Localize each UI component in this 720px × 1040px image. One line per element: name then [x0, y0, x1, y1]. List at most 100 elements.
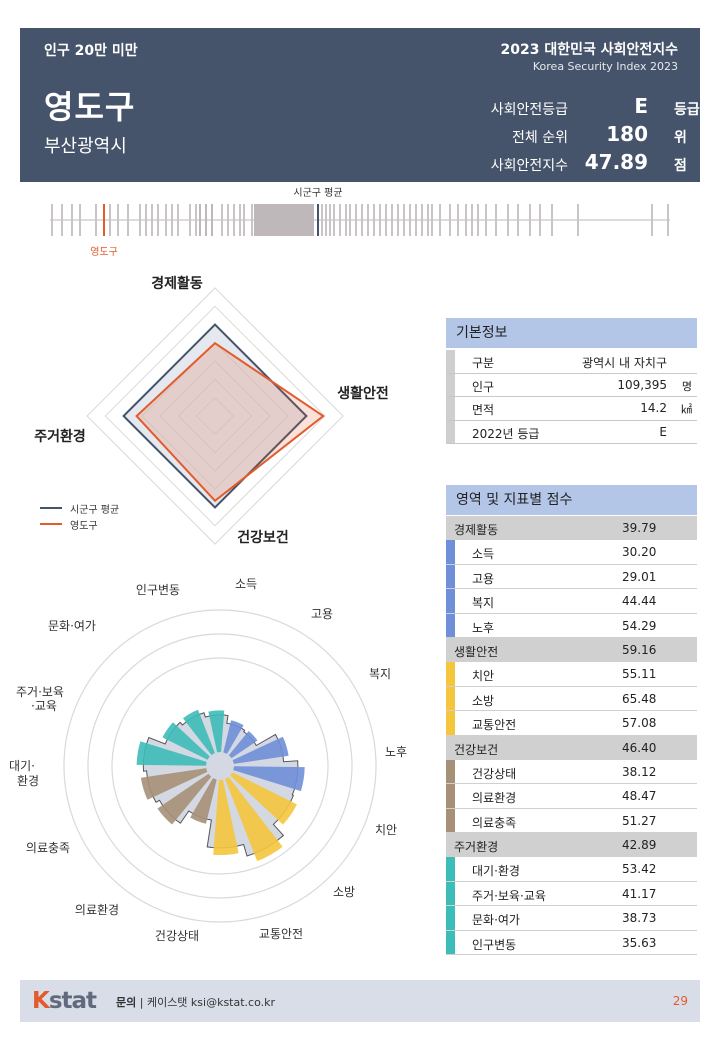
indicator-score-row: 교통안전 57.08 — [446, 711, 697, 736]
grade-row: 사회안전등급 E 등급 — [420, 94, 700, 120]
polar-bar — [223, 720, 244, 754]
indicator-score: 41.17 — [622, 886, 657, 901]
radar-axis-label: 주거환경 — [34, 428, 86, 445]
average-label: 시군구 평균 — [293, 187, 342, 199]
domain-score-row: 주거환경 42.89 — [446, 833, 697, 858]
polar-category-label: 치안 — [375, 823, 397, 837]
basic-info-value: 109,395 — [617, 377, 667, 392]
basic-info-row: 인구 109,395 명 — [446, 373, 697, 397]
indicator-name: 소득 — [472, 547, 495, 562]
domain-score: 42.89 — [622, 838, 657, 853]
polar-bars — [136, 709, 305, 862]
indicator-score: 65.48 — [622, 691, 657, 706]
legend-item-region: 영도구 — [40, 516, 119, 532]
basic-info-value: E — [659, 424, 667, 439]
grade-value: E — [634, 94, 648, 118]
domain-color-bar — [446, 930, 455, 955]
indicator-name: 소방 — [472, 693, 495, 708]
legend-item-average: 시군구 평균 — [40, 500, 119, 516]
polar-bar — [213, 779, 239, 856]
basic-info-unit: 명 — [681, 379, 692, 393]
polar-bar — [228, 731, 258, 759]
indicator-score: 55.11 — [622, 667, 657, 682]
index-row: 사회안전지수 47.89 점 — [420, 150, 690, 176]
domain-score-row: 생활안전 59.16 — [446, 637, 697, 663]
basic-info-row: 면적 14.2 ㎢ — [446, 397, 697, 421]
domain-color-bar — [446, 711, 455, 735]
polar-bar — [190, 778, 217, 824]
polar-category-label: 노후 — [385, 745, 407, 759]
index-unit: 점 — [674, 158, 687, 174]
polar-category-label: 소득 — [235, 577, 257, 591]
indicator-score: 54.29 — [622, 618, 657, 633]
domain-score-row: 건강보건 46.40 — [446, 735, 697, 760]
indicator-score-row: 의료충족 51.27 — [446, 808, 697, 834]
rank-value: 180 — [606, 122, 648, 146]
polar-bar — [162, 722, 210, 760]
legend-label: 영도구 — [70, 520, 98, 532]
basic-info-title: 기본정보 — [446, 318, 697, 348]
city-name: 부산광역시 — [44, 136, 127, 157]
polar-category-label: 복지 — [369, 667, 391, 681]
radar-axis-label: 생활안전 — [337, 385, 389, 402]
basic-info-row: 구분 광역시 내 자치구 — [446, 350, 697, 374]
indicator-name: 문화·여가 — [472, 913, 520, 928]
indicator-score: 57.08 — [622, 716, 657, 731]
domain-score-row: 경제활동 39.79 — [446, 516, 697, 541]
basic-info-table: 구분 광역시 내 자치구 인구 109,395 명 면적 14.2 ㎢ 2022… — [446, 350, 697, 444]
indicator-score: 29.01 — [622, 569, 657, 584]
polar-category-label: 의료충족 — [26, 841, 70, 855]
indicator-name: 건강상태 — [472, 766, 517, 781]
polar-category-label: 소방 — [333, 885, 355, 899]
domain-name: 주거환경 — [454, 840, 499, 855]
polar-bar — [230, 772, 297, 825]
indicator-score: 30.20 — [622, 545, 657, 560]
index-label: 사회안전지수 — [490, 158, 568, 174]
indicator-name: 의료환경 — [472, 791, 517, 806]
report-subtitle: Korea Security Index 2023 — [532, 60, 678, 73]
radar-legend: 시군구 평균 영도구 — [40, 500, 119, 532]
indicator-name: 주거·보육·교육 — [472, 888, 546, 903]
domain-score: 46.40 — [622, 740, 657, 755]
indicator-name: 교통안전 — [472, 718, 517, 733]
indicator-score-row: 문화·여가 38.73 — [446, 906, 697, 931]
basic-info-row: 2022년 등급 E — [446, 420, 697, 444]
population-category: 인구 20만 미만 — [44, 43, 138, 59]
indicator-name: 복지 — [472, 596, 495, 611]
basic-info-value: 광역시 내 자치구 — [582, 356, 667, 370]
scores-title: 영역 및 지표별 점수 — [446, 485, 697, 515]
grade-unit: 등급 — [674, 102, 700, 118]
polar-bar — [225, 777, 283, 862]
indicator-name: 고용 — [472, 571, 495, 586]
indicator-score-row: 복지 44.44 — [446, 589, 697, 614]
polar-category-label: 주거·보육 ·교육 — [16, 685, 64, 713]
polar-category-label: 대기· 환경 — [9, 759, 39, 788]
radar-axis-label: 경제활동 — [151, 275, 203, 292]
indicator-score: 53.42 — [622, 862, 657, 877]
radar-grid-ring — [104, 305, 326, 527]
polar-bar — [182, 709, 215, 755]
domain-name: 경제활동 — [454, 523, 499, 537]
indicator-name: 의료충족 — [472, 815, 517, 830]
indicator-score: 44.44 — [622, 594, 657, 609]
page-number: 29 — [672, 994, 688, 1008]
basic-info-key: 면적 — [472, 403, 495, 417]
distribution-strip: 시군구 평균 영도구 — [50, 187, 670, 258]
indicator-name: 치안 — [472, 669, 495, 684]
basic-info-key: 구분 — [472, 356, 495, 370]
indicator-score-row: 의료환경 48.47 — [446, 784, 697, 809]
domain-color-bar — [446, 540, 455, 564]
polar-rings — [63, 609, 377, 923]
indicator-score-row: 주거·보육·교육 41.17 — [446, 881, 697, 907]
scores-table: 경제활동 39.79 소득 30.20 고용 29.01 복지 44.44 노후 54.29 생활안… — [446, 516, 697, 956]
polar-ring — [63, 609, 377, 923]
domain-color-bar — [446, 662, 455, 686]
radar-axis-label: 건강보건 — [237, 529, 289, 546]
contact-info: 문의 | 케이스탯 ksi@kstat.co.kr — [116, 994, 275, 1010]
indicator-score-row: 고용 29.01 — [446, 564, 697, 590]
indicator-score-row: 대기·환경 53.42 — [446, 857, 697, 882]
domain-color-bar — [446, 881, 455, 906]
polar-bar — [136, 741, 207, 766]
contact-label: 문의 — [116, 996, 137, 1009]
